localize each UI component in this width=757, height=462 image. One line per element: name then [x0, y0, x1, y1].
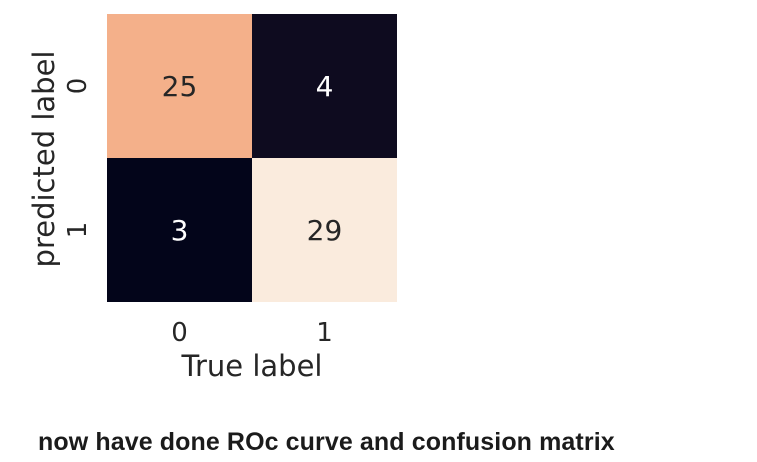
- y-tick-label-1: 1: [63, 222, 93, 239]
- cell-value-label-0-1: 4: [316, 70, 334, 103]
- post-caption: now have done ROc curve and confusion ma…: [38, 428, 615, 456]
- x-axis-label: True label: [181, 349, 323, 383]
- y-axis-label: predicted label: [27, 51, 61, 268]
- heatmap-cell-0-1: [252, 14, 397, 158]
- x-tick-label-0: 0: [171, 318, 188, 348]
- cell-value-label-0-0: 25: [162, 70, 198, 103]
- cell-value-label-1-0: 3: [171, 214, 189, 247]
- heatmap-cell-1-1: [252, 158, 397, 302]
- heatmap-cell-0-0: [107, 14, 252, 158]
- y-tick-labels: 01: [63, 78, 93, 239]
- heatmap-cell-1-0: [107, 158, 252, 302]
- heatmap-cells: 25 4 3 29: [107, 14, 397, 302]
- y-tick-label-0: 0: [63, 78, 93, 95]
- x-tick-label-1: 1: [316, 318, 333, 348]
- cell-value-label-1-1: 29: [307, 214, 343, 247]
